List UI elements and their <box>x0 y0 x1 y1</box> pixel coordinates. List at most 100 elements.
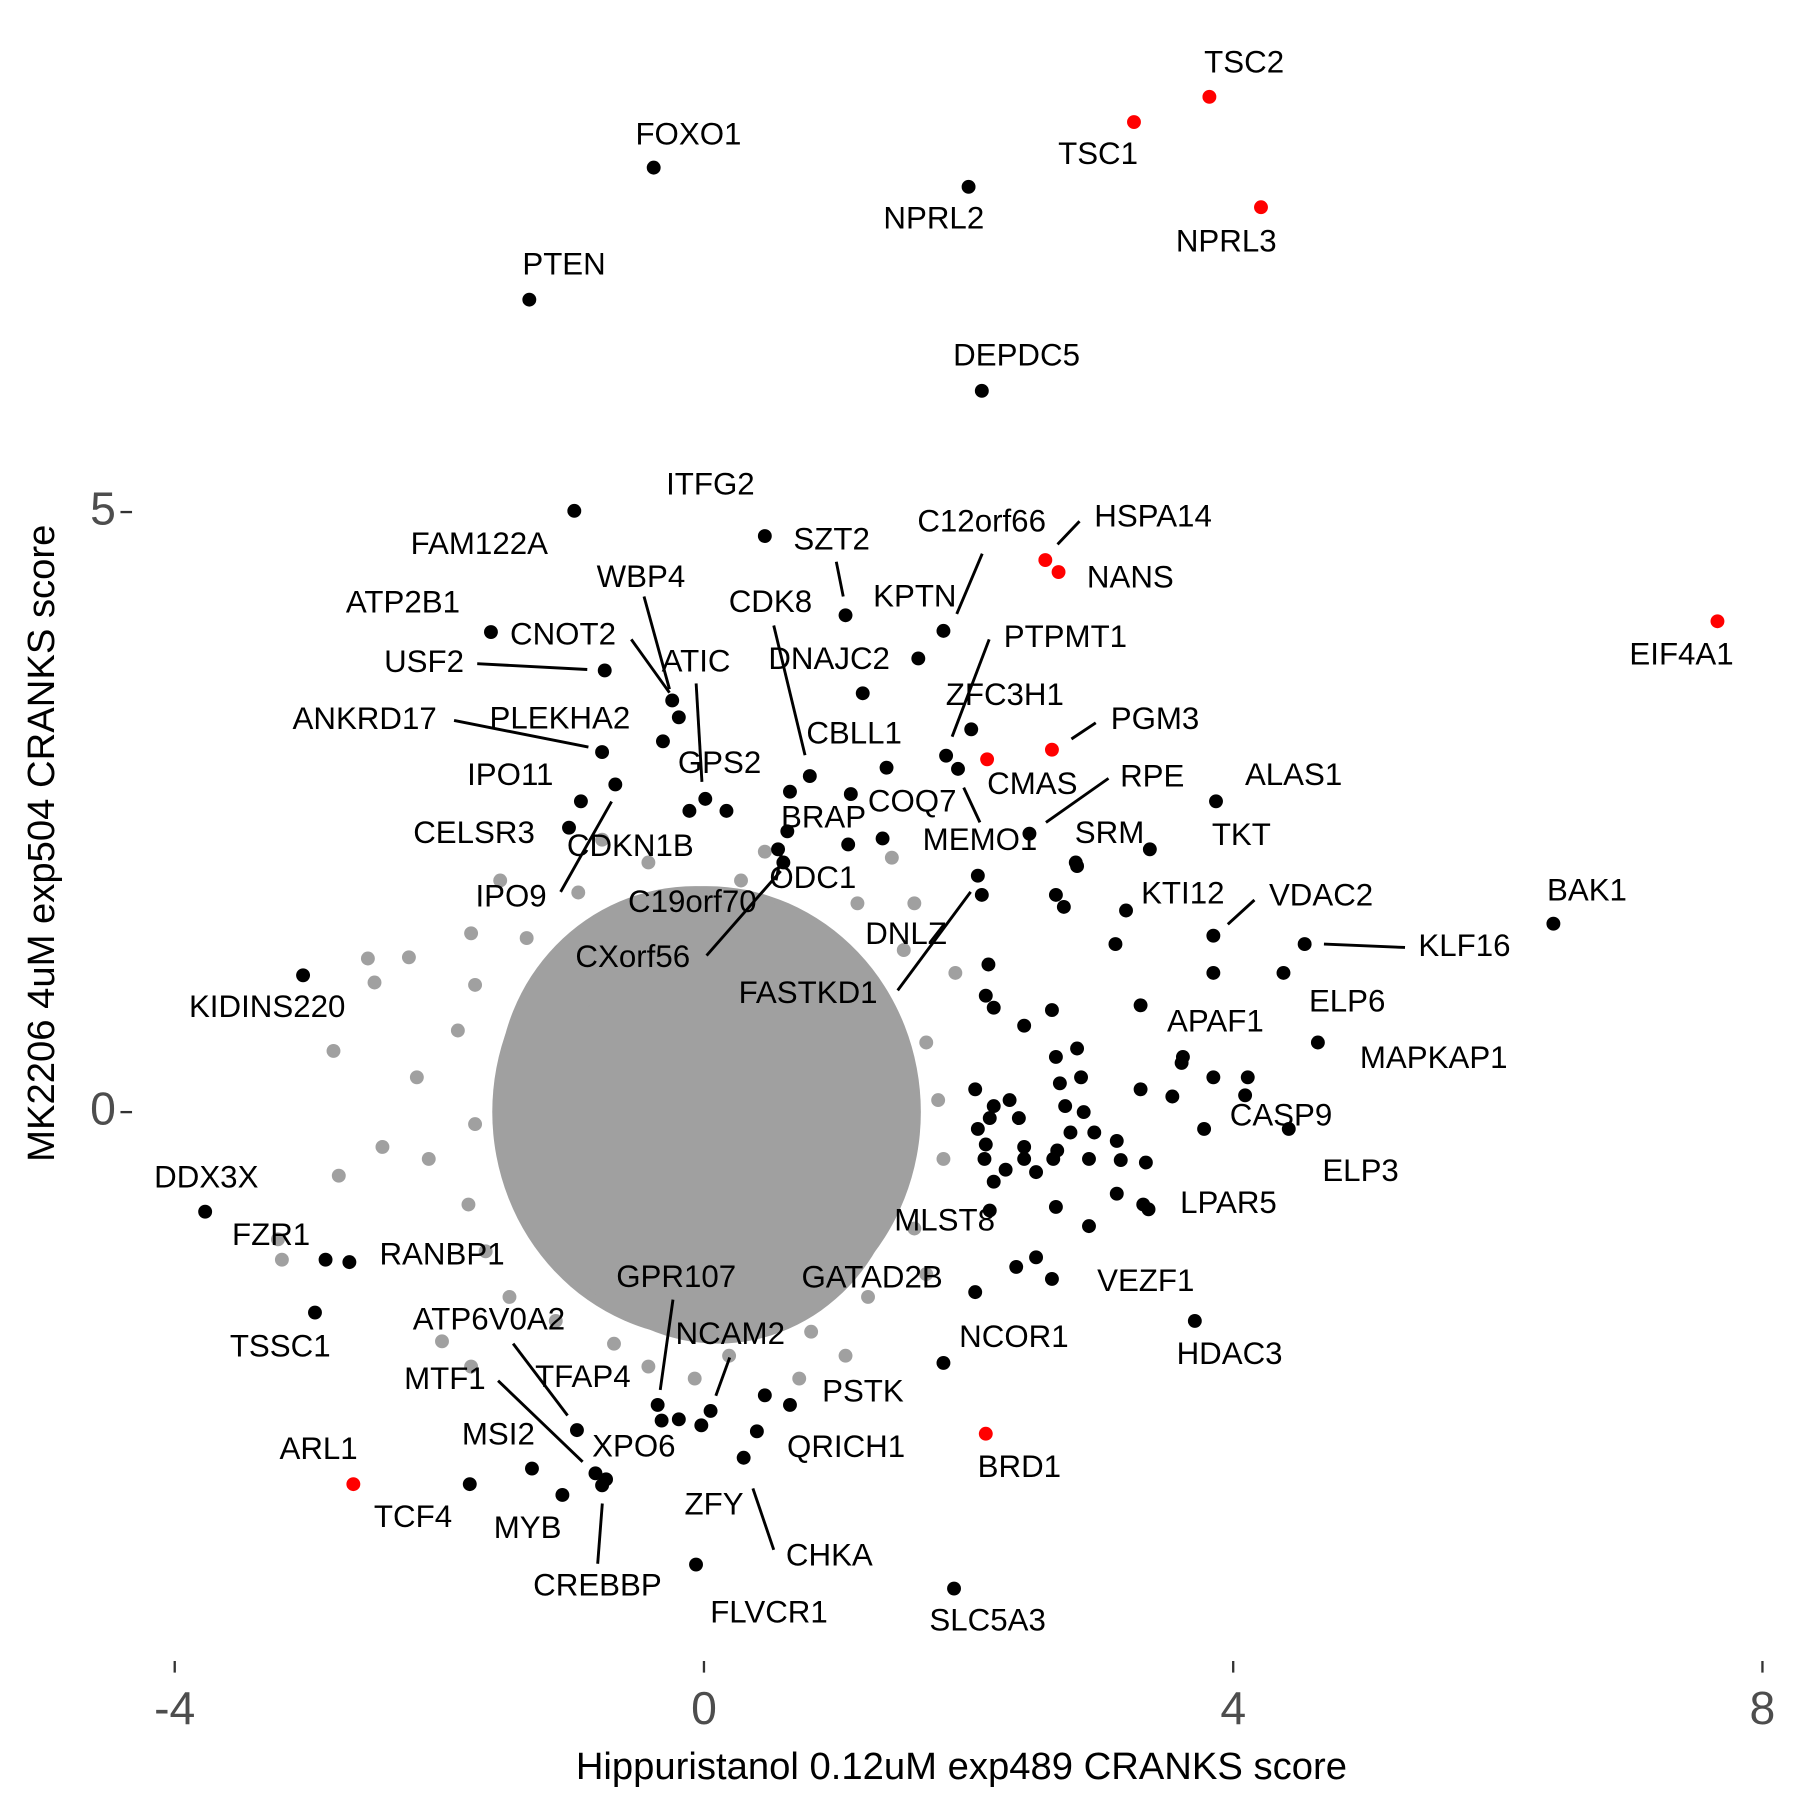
point <box>855 686 870 701</box>
point-label: USF2 <box>384 644 464 679</box>
point <box>879 760 894 775</box>
point-label: TSSC1 <box>230 1329 331 1364</box>
leader-line <box>955 553 984 615</box>
point <box>401 950 416 965</box>
leader-line <box>950 638 991 738</box>
point <box>409 1070 424 1085</box>
point <box>1044 742 1059 757</box>
point-label: NANS <box>1087 559 1174 594</box>
point-label: DNLZ <box>865 916 947 951</box>
point <box>936 623 951 638</box>
point-label: ATP6V0A2 <box>413 1302 565 1337</box>
leader-line <box>1323 942 1406 949</box>
x-tick-label: -4 <box>154 1682 195 1734</box>
point <box>1165 1089 1180 1104</box>
point-label: CREBBP <box>533 1568 662 1603</box>
point <box>1044 1003 1059 1018</box>
leader-line <box>962 787 982 824</box>
point-label: ELP6 <box>1309 983 1386 1018</box>
point <box>1056 899 1071 914</box>
point <box>464 1359 479 1374</box>
point-label: RPE <box>1120 758 1184 793</box>
point <box>346 1477 361 1492</box>
point <box>1281 1121 1296 1136</box>
point-label: COQ7 <box>868 784 957 819</box>
leader-line <box>630 638 671 694</box>
point-label: ANKRD17 <box>293 701 437 736</box>
point <box>978 1137 993 1152</box>
point <box>1109 1133 1124 1148</box>
point <box>569 1423 584 1438</box>
leader-line <box>834 561 845 597</box>
point <box>698 791 713 806</box>
leader-line <box>559 800 613 893</box>
point-label: TKT <box>1212 817 1271 852</box>
point <box>841 837 856 852</box>
point-label: NPRL2 <box>883 201 984 236</box>
x-tick-label: 4 <box>1220 1682 1246 1734</box>
point <box>1113 1153 1128 1168</box>
point <box>939 748 954 763</box>
point-label: FAM122A <box>411 526 548 561</box>
point <box>838 608 853 623</box>
point-label: NPRL3 <box>1176 223 1277 258</box>
leader-line <box>1045 777 1110 824</box>
point <box>641 855 656 870</box>
point <box>968 1082 983 1097</box>
point-label: IPO11 <box>467 757 553 792</box>
point <box>986 1099 1001 1114</box>
point <box>595 745 610 760</box>
point <box>1206 965 1221 980</box>
point <box>757 844 772 859</box>
point-label: KPTN <box>873 579 956 614</box>
point <box>1082 1219 1096 1234</box>
point <box>548 1313 563 1328</box>
point <box>1141 1202 1156 1217</box>
point <box>749 1424 764 1439</box>
point <box>884 850 899 865</box>
point-label: FASTKD1 <box>739 975 878 1010</box>
point <box>978 1426 993 1441</box>
point <box>1029 1250 1044 1265</box>
point <box>1238 1088 1253 1103</box>
point-label: ITFG2 <box>666 467 755 502</box>
point <box>502 1289 517 1304</box>
point <box>974 383 989 398</box>
point <box>981 957 996 972</box>
point-label: ZFC3H1 <box>946 677 1064 712</box>
leaders-layer <box>453 520 1406 1564</box>
point <box>1297 937 1312 952</box>
point <box>595 832 610 847</box>
point-label: BAK1 <box>1547 873 1627 908</box>
point <box>1109 1186 1124 1201</box>
point <box>1310 1035 1325 1050</box>
point <box>982 1203 997 1218</box>
point <box>1029 1165 1044 1180</box>
point-label: MSI2 <box>462 1416 535 1451</box>
x-axis-title: Hippuristanol 0.12uM exp489 CRANKS score <box>576 1745 1347 1788</box>
point-label: CNOT2 <box>510 616 616 651</box>
point <box>1063 1125 1078 1140</box>
point-label: TFAP4 <box>535 1359 631 1394</box>
point <box>641 1359 656 1374</box>
point <box>375 1139 390 1154</box>
point <box>1254 200 1268 215</box>
point-label: PTEN <box>522 246 605 281</box>
x-tick-label: 8 <box>1750 1682 1776 1734</box>
point-label: VEZF1 <box>1097 1263 1194 1298</box>
point-label: KTI12 <box>1141 876 1224 911</box>
point <box>1070 859 1085 874</box>
leader-line <box>705 870 782 957</box>
point <box>689 1557 703 1572</box>
point <box>464 926 479 941</box>
dense-cloud <box>532 949 904 1344</box>
point-label: TSC1 <box>1058 136 1138 171</box>
point <box>573 794 588 809</box>
point <box>936 1355 951 1370</box>
point-label: FOXO1 <box>635 117 741 152</box>
point <box>608 777 623 792</box>
point <box>450 1023 465 1038</box>
point-label: DEPDC5 <box>953 338 1080 373</box>
point <box>961 179 976 194</box>
